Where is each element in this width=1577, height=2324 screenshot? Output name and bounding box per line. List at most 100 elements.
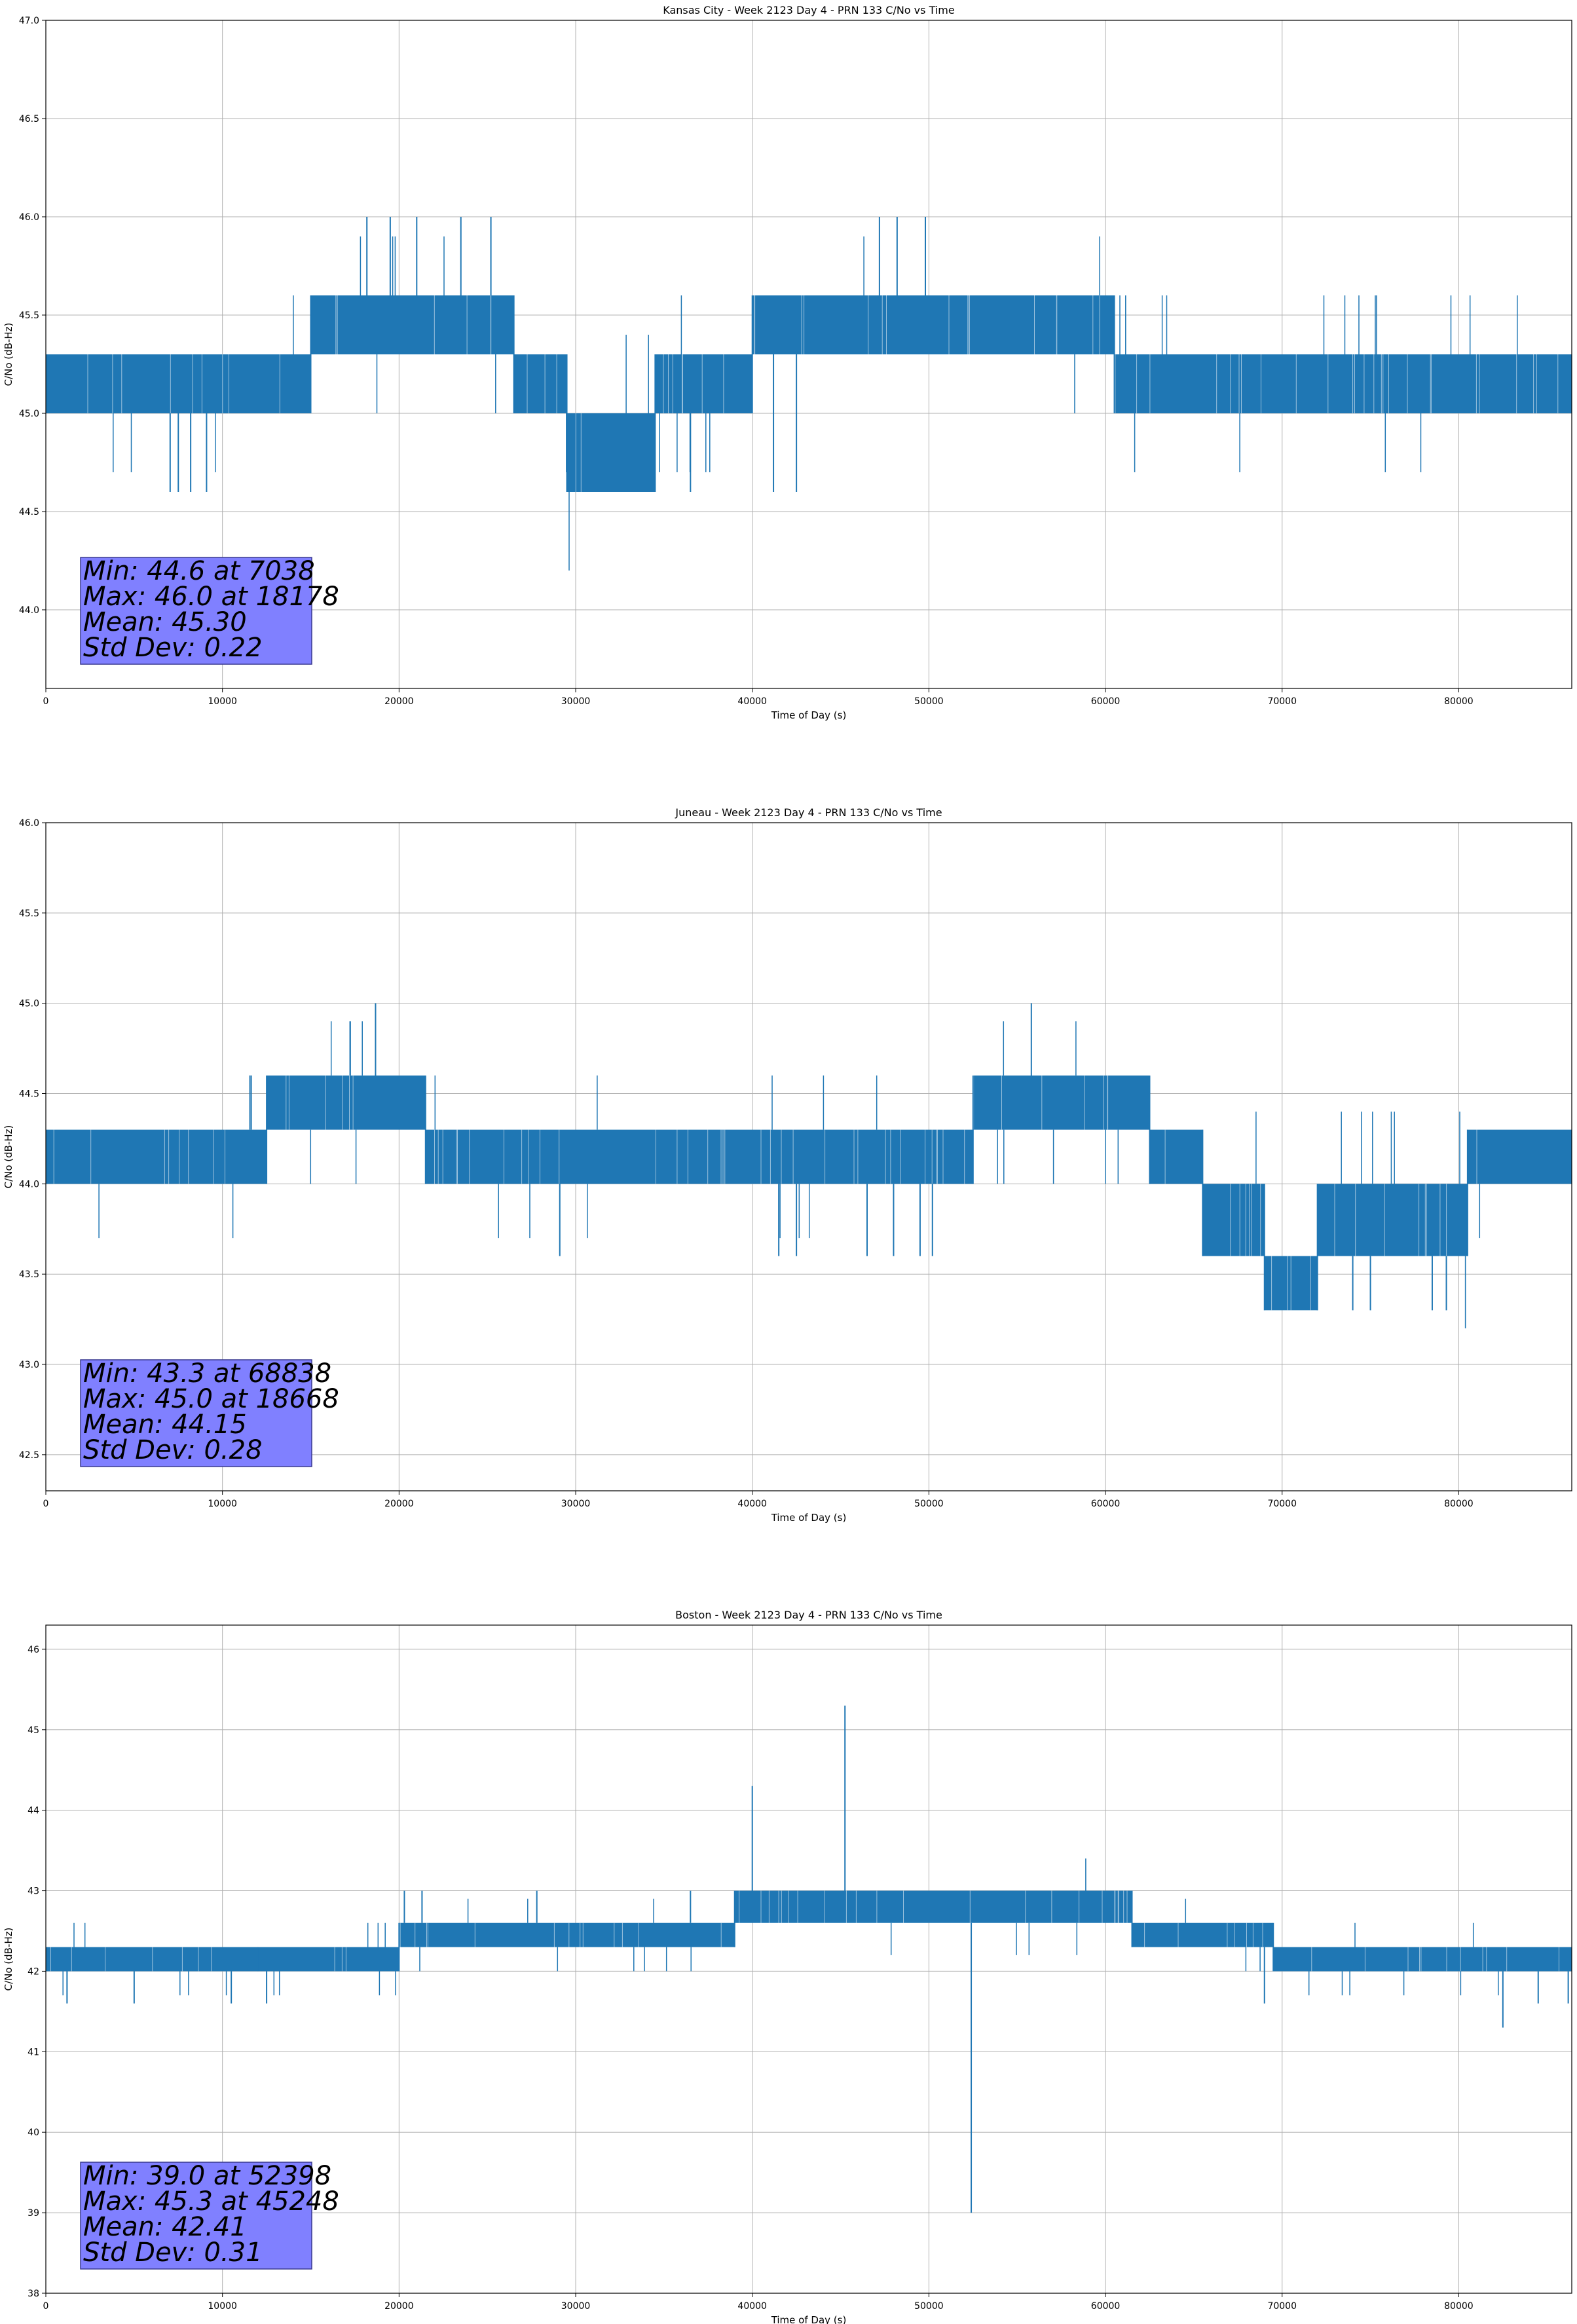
data-excursion (568, 335, 649, 571)
data-band (1132, 1922, 1274, 1947)
data-band (1467, 1129, 1572, 1184)
x-tick-label: 20000 (384, 696, 414, 707)
data-gap (87, 354, 280, 413)
data-excursion (419, 1898, 692, 1972)
chart-panel-2: Juneau - Week 2123 Day 4 - PRN 133 C/No … (3, 806, 1572, 1524)
x-tick-label: 10000 (208, 2301, 237, 2312)
data-band (267, 1075, 426, 1130)
data-excursion (434, 1075, 878, 1239)
y-tick-label: 44.5 (19, 1089, 39, 1100)
x-tick-label: 30000 (561, 1499, 591, 1509)
data-band (1202, 1184, 1265, 1256)
data-gap (434, 1129, 965, 1184)
data-gap (335, 295, 492, 354)
data-band (734, 1890, 1132, 1923)
stats-box (80, 2162, 312, 2270)
data-gap (1144, 1922, 1263, 1947)
data-excursion (997, 1021, 1119, 1184)
x-axis-label: Time of Day (s) (771, 709, 847, 721)
y-axis-label: C/No (dB-Hz) (3, 323, 14, 386)
data-gap (1311, 1947, 1559, 1972)
y-axis-label: C/No (dB-Hz) (3, 1125, 14, 1189)
x-tick-label: 50000 (914, 696, 944, 707)
data-band (46, 1129, 267, 1184)
stats-line: Min: 39.0 at 52398 (83, 2161, 331, 2191)
y-tick-label: 45.0 (19, 409, 39, 419)
stats-line: Min: 43.3 at 68838 (83, 1359, 331, 1389)
y-tick-label: 45.5 (19, 310, 39, 321)
data-band (310, 295, 514, 354)
x-tick-label: 30000 (561, 2301, 591, 2312)
x-tick-label: 30000 (561, 696, 591, 707)
y-tick-label: 44.0 (19, 1179, 39, 1190)
data-excursion (890, 1858, 1086, 1955)
y-tick-label: 39 (28, 2208, 39, 2219)
stats-line: Min: 44.6 at 7038 (83, 556, 315, 586)
x-tick-label: 0 (43, 696, 49, 707)
y-tick-label: 46 (28, 1645, 39, 1655)
x-tick-label: 50000 (914, 2301, 944, 2312)
y-tick-label: 43.0 (19, 1360, 39, 1370)
data-excursion (98, 1075, 252, 1239)
stats-line: Max: 45.3 at 45248 (83, 2186, 339, 2217)
x-tick-label: 40000 (737, 2301, 767, 2312)
data-band (973, 1075, 1150, 1130)
chart-panel-3: Boston - Week 2123 Day 4 - PRN 133 C/No … (3, 1609, 1572, 2324)
x-tick-label: 60000 (1091, 1499, 1121, 1509)
data-series (46, 1003, 1572, 1328)
y-tick-label: 38 (28, 2289, 39, 2299)
x-axis-label: Time of Day (s) (771, 1512, 847, 1524)
data-excursion (863, 236, 1100, 413)
data-series (46, 217, 1572, 571)
data-band (1149, 1129, 1203, 1184)
x-tick-label: 80000 (1444, 2301, 1474, 2312)
y-tick-label: 45.0 (19, 999, 39, 1009)
stats-line: Mean: 42.41 (83, 2212, 247, 2242)
data-band (46, 354, 311, 413)
y-tick-label: 46.0 (19, 212, 39, 223)
data-excursion (360, 236, 496, 413)
x-tick-label: 40000 (737, 1499, 767, 1509)
data-excursion (113, 295, 294, 472)
y-tick-label: 41 (28, 2047, 39, 2057)
data-excursion (1308, 1922, 1499, 1996)
plot-frame (45, 1624, 1572, 2294)
y-tick-label: 46.0 (19, 818, 39, 829)
data-band (513, 354, 567, 413)
data-gap (1115, 354, 1559, 413)
stats-line: Std Dev: 0.28 (83, 1435, 263, 1465)
data-band (1273, 1947, 1572, 1972)
data-series (46, 1705, 1572, 2213)
x-tick-label: 70000 (1267, 1499, 1297, 1509)
data-gap (50, 1947, 212, 1972)
data-band (46, 1947, 258, 1972)
x-tick-label: 60000 (1091, 2301, 1121, 2312)
data-excursion (273, 1922, 396, 1996)
x-tick-label: 80000 (1444, 1499, 1474, 1509)
data-gap (739, 1890, 1128, 1923)
x-tick-label: 10000 (208, 1499, 237, 1509)
plot-frame (45, 822, 1572, 1491)
stats-line: Std Dev: 0.31 (83, 2238, 263, 2268)
x-tick-label: 80000 (1444, 696, 1474, 707)
data-excursion (1341, 1112, 1466, 1328)
y-tick-label: 44.5 (19, 507, 39, 517)
x-tick-label: 40000 (737, 696, 767, 707)
data-gap (1230, 1184, 1261, 1256)
chart-title: Boston - Week 2123 Day 4 - PRN 133 C/No … (675, 1609, 942, 1621)
data-gap (53, 1129, 225, 1184)
y-tick-label: 44 (28, 1806, 39, 1816)
data-band (1114, 354, 1572, 413)
y-tick-label: 40 (28, 2127, 39, 2138)
x-tick-label: 20000 (384, 2301, 414, 2312)
data-gap (973, 1075, 1109, 1130)
x-tick-label: 0 (43, 2301, 49, 2312)
chart-title: Juneau - Week 2123 Day 4 - PRN 133 C/No … (675, 806, 942, 819)
y-tick-label: 43 (28, 1886, 39, 1897)
stats-line: Mean: 45.30 (83, 607, 247, 637)
stats-box (80, 1359, 312, 1467)
data-band (566, 413, 656, 492)
data-gap (527, 354, 557, 413)
y-tick-label: 44.0 (19, 605, 39, 616)
